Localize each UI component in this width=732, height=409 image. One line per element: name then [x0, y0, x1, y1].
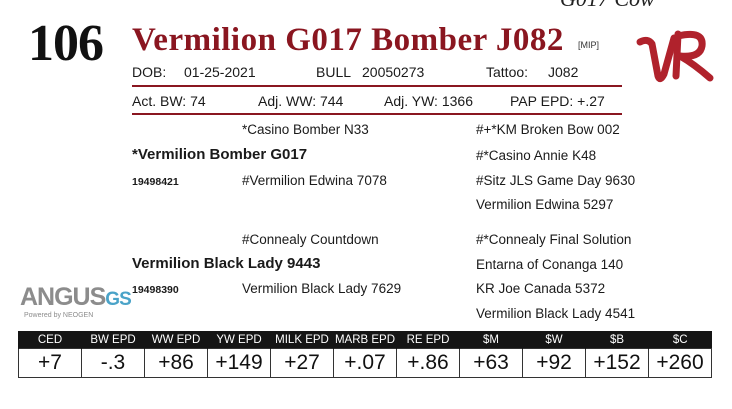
epd-value-dollar-m: +63	[459, 348, 523, 378]
sire-sire-dam: #*Casino Annie K48	[476, 148, 597, 163]
epd-header-ced: CED	[18, 331, 82, 349]
epd-value-marb: +.07	[333, 348, 397, 378]
epd-header-row: CED BW EPD WW EPD YW EPD MILK EPD MARB E…	[18, 331, 712, 349]
angus-logo-gs: GS	[105, 289, 131, 310]
previous-lot-partial-title: G017 Cow	[560, 0, 655, 12]
dob-value: 01-25-2021	[184, 64, 256, 80]
dam-dam-sire: KR Joe Canada 5372	[476, 281, 606, 296]
epd-header-bw: BW EPD	[81, 331, 145, 349]
lot-number: 106	[28, 15, 104, 72]
actual-birth-weight: Act. BW: 74	[132, 93, 206, 109]
tattoo-value: J082	[548, 64, 579, 80]
epd-value-milk: +27	[270, 348, 334, 378]
epd-value-row: +7 -.3 +86 +149 +27 +.07 +.86 +63 +92 +1…	[18, 348, 712, 378]
animal-name: Vermilion G017 Bomber J082	[132, 22, 564, 58]
epd-value-ww: +86	[144, 348, 208, 378]
epd-header-milk: MILK EPD	[270, 331, 334, 349]
epd-value-ced: +7	[18, 348, 82, 378]
epd-header-dollar-w: $W	[522, 331, 586, 349]
registration-number: 20050273	[362, 64, 425, 80]
epd-table: CED BW EPD WW EPD YW EPD MILK EPD MARB E…	[18, 331, 712, 378]
dam-sire: #Connealy Countdown	[242, 232, 379, 247]
dam-name: Vermilion Black Lady 9443	[132, 255, 321, 272]
epd-value-dollar-b: +152	[585, 348, 649, 378]
dam-registration: 19498390	[132, 284, 179, 296]
vr-brand-logo-icon	[636, 30, 714, 83]
sire-dam-sire: #Sitz JLS Game Day 9630	[476, 173, 636, 188]
header-rule	[132, 85, 622, 87]
epd-value-dollar-w: +92	[522, 348, 586, 378]
angus-gs-logo: ANGUSGS Powered by NEOGEN	[20, 283, 132, 325]
performance-rule	[132, 113, 622, 115]
sex-label: BULL	[316, 64, 352, 80]
sire-dam-dam: Vermilion Edwina 5297	[476, 197, 614, 212]
adjusted-yearling-weight: Adj. YW: 1366	[384, 93, 473, 109]
epd-header-marb: MARB EPD	[333, 331, 397, 349]
dam-dam-dam: Vermilion Black Lady 4541	[476, 306, 636, 321]
epd-value-yw: +149	[207, 348, 271, 378]
mip-badge: [MIP]	[578, 40, 600, 50]
epd-value-bw: -.3	[81, 348, 145, 378]
dam-dam: Vermilion Black Lady 7629	[242, 281, 402, 296]
dam-sire-sire: #*Connealy Final Solution	[476, 232, 632, 247]
sire-name: *Vermilion Bomber G017	[132, 146, 308, 163]
dob-label: DOB:	[132, 64, 167, 80]
epd-header-ww: WW EPD	[144, 331, 208, 349]
sire-dam: #Vermilion Edwina 7078	[242, 173, 387, 188]
sire-sire: *Casino Bomber N33	[242, 122, 369, 137]
adjusted-weaning-weight: Adj. WW: 744	[258, 93, 344, 109]
epd-header-dollar-c: $C	[648, 331, 712, 349]
angus-logo-text: ANGUS	[20, 283, 106, 311]
epd-header-dollar-m: $M	[459, 331, 523, 349]
sire-sire-sire: #+*KM Broken Bow 002	[476, 122, 620, 137]
epd-header-re: RE EPD	[396, 331, 460, 349]
tattoo-label: Tattoo:	[486, 64, 529, 80]
sire-registration: 19498421	[132, 176, 179, 188]
epd-value-re: +.86	[396, 348, 460, 378]
epd-header-yw: YW EPD	[207, 331, 271, 349]
epd-header-dollar-b: $B	[585, 331, 649, 349]
pap-epd: PAP EPD: +.27	[510, 93, 605, 109]
angus-logo-word: ANGUSGS	[20, 283, 132, 312]
angus-logo-subtitle: Powered by NEOGEN	[24, 312, 94, 319]
epd-value-dollar-c: +260	[648, 348, 712, 378]
dam-sire-dam: Entarna of Conanga 140	[476, 257, 624, 272]
